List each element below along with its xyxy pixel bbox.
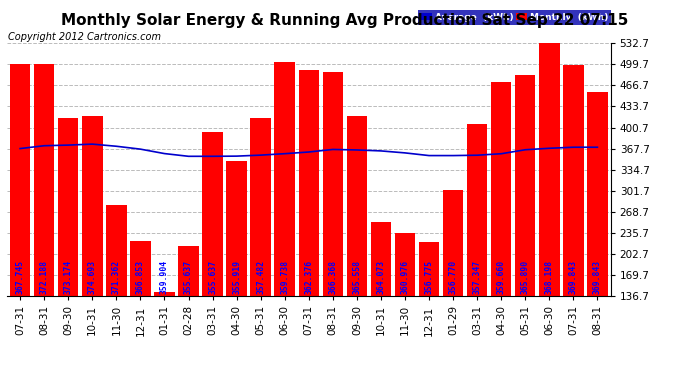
Text: 359.904: 359.904: [160, 260, 169, 294]
Bar: [226, 161, 247, 375]
Bar: [82, 117, 103, 375]
Text: 365.558: 365.558: [353, 260, 362, 294]
Text: 369.843: 369.843: [569, 260, 578, 294]
Text: 355.637: 355.637: [208, 260, 217, 294]
Legend: Average  (kWh), Monthly  (kWh): Average (kWh), Monthly (kWh): [418, 10, 611, 25]
Bar: [371, 222, 391, 375]
Text: 357.347: 357.347: [473, 260, 482, 294]
Bar: [515, 75, 535, 375]
Bar: [419, 242, 440, 375]
Text: 371.362: 371.362: [112, 260, 121, 294]
Text: 369.843: 369.843: [593, 260, 602, 294]
Bar: [155, 292, 175, 375]
Text: 367.745: 367.745: [16, 260, 25, 294]
Text: 365.890: 365.890: [521, 260, 530, 294]
Bar: [563, 64, 584, 375]
Bar: [491, 82, 511, 375]
Bar: [58, 118, 79, 375]
Text: 359.738: 359.738: [280, 260, 289, 294]
Text: Copyright 2012 Cartronics.com: Copyright 2012 Cartronics.com: [8, 32, 161, 42]
Bar: [34, 64, 55, 375]
Bar: [395, 233, 415, 375]
Text: 366.368: 366.368: [328, 260, 337, 294]
Text: 364.073: 364.073: [377, 260, 386, 294]
Bar: [202, 132, 223, 375]
Bar: [10, 64, 30, 375]
Bar: [467, 124, 487, 375]
Text: 356.775: 356.775: [424, 260, 433, 294]
Bar: [130, 241, 150, 375]
Bar: [587, 92, 608, 375]
Bar: [250, 118, 271, 375]
Text: 357.482: 357.482: [256, 260, 265, 294]
Text: 355.919: 355.919: [232, 260, 241, 294]
Text: Monthly Solar Energy & Running Avg Production Sat Sep 22 07:15: Monthly Solar Energy & Running Avg Produ…: [61, 13, 629, 28]
Bar: [323, 72, 343, 375]
Text: 373.174: 373.174: [63, 260, 72, 294]
Bar: [106, 205, 126, 375]
Text: 359.660: 359.660: [497, 260, 506, 294]
Text: 374.693: 374.693: [88, 260, 97, 294]
Bar: [443, 190, 463, 375]
Bar: [346, 117, 367, 375]
Bar: [178, 246, 199, 375]
Text: 372.188: 372.188: [40, 260, 49, 294]
Bar: [299, 70, 319, 375]
Text: 356.770: 356.770: [448, 260, 457, 294]
Bar: [275, 62, 295, 375]
Text: 360.976: 360.976: [400, 260, 409, 294]
Text: 368.198: 368.198: [545, 260, 554, 294]
Text: 362.376: 362.376: [304, 260, 313, 294]
Bar: [539, 40, 560, 375]
Text: 366.853: 366.853: [136, 260, 145, 294]
Text: 355.637: 355.637: [184, 260, 193, 294]
